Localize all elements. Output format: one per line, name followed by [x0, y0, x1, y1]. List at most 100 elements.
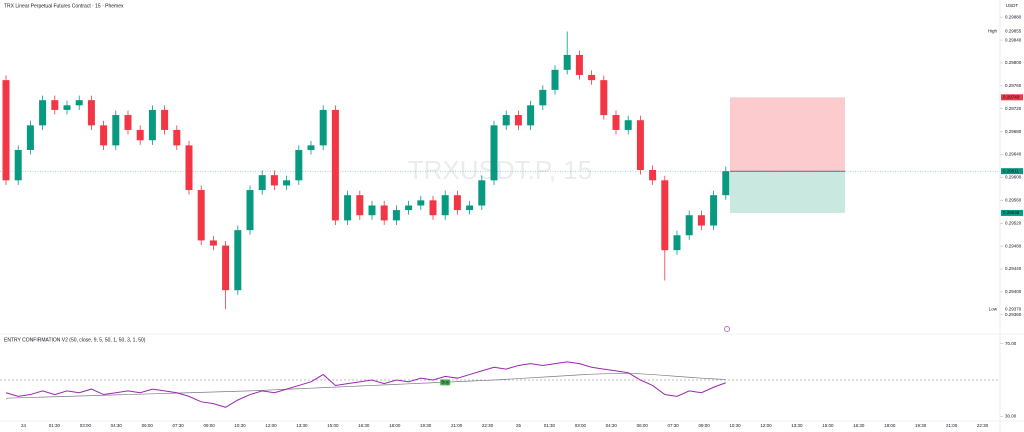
- candle-body: [600, 80, 608, 116]
- x-tick-label: 04:30: [606, 423, 618, 428]
- x-tick-label: 21:00: [946, 423, 958, 428]
- y-tick-label: 0.29440: [1005, 266, 1022, 271]
- candle-body: [39, 100, 47, 126]
- candle-body: [649, 170, 657, 181]
- x-tick-label: 09:00: [698, 423, 710, 428]
- candle-body: [197, 190, 205, 241]
- y-tick-label: 0.29640: [1005, 152, 1022, 157]
- last-price-label-box: [1001, 168, 1023, 175]
- candle-body: [246, 190, 254, 231]
- target-zone: [730, 171, 845, 213]
- x-tick-label: 09:00: [203, 423, 215, 428]
- candle-body: [417, 200, 425, 206]
- candle-body: [624, 120, 632, 130]
- candle-body: [234, 230, 242, 291]
- y-tick-label: 0.29480: [1005, 243, 1022, 248]
- x-tick-label: 06:00: [142, 423, 154, 428]
- x-tick-label: 13:30: [296, 423, 308, 428]
- target-label-box: [1001, 209, 1023, 216]
- buy-badge: [440, 379, 451, 386]
- low-value: 0.29370: [1005, 306, 1022, 311]
- candle-body: [405, 205, 413, 211]
- indicator-line: [5, 373, 726, 399]
- chart-title: TRX Linear Perpetual Futures Contract · …: [4, 3, 124, 9]
- y-tick-label: 0.29760: [1005, 83, 1022, 88]
- x-tick-label: 06:00: [637, 423, 649, 428]
- candle-body: [319, 109, 327, 146]
- candle-body: [283, 180, 291, 186]
- candle-body: [124, 115, 132, 130]
- x-tick-label: 01:30: [49, 423, 61, 428]
- candle-body: [112, 115, 120, 146]
- candle-body: [551, 69, 559, 90]
- x-tick-label: 16:30: [853, 423, 865, 428]
- target-label: 0.29538: [1003, 210, 1020, 215]
- y-tick-label: 0.29360: [1005, 312, 1022, 317]
- y-tick-label: 0.29560: [1005, 198, 1022, 203]
- candle-body: [307, 145, 315, 150]
- x-tick-label: 21:00: [451, 423, 463, 428]
- x-tick-label: 16:30: [358, 423, 370, 428]
- event-marker: [724, 326, 730, 332]
- candle-body: [575, 54, 583, 75]
- candle-body: [222, 245, 230, 291]
- x-tick-label: 10:30: [729, 423, 741, 428]
- candle-body: [685, 215, 693, 236]
- candle-body: [722, 171, 730, 196]
- x-tick-label: 03:00: [575, 423, 587, 428]
- high-value: 0.29855: [1005, 29, 1022, 34]
- candle-body: [331, 109, 339, 221]
- candle-body: [63, 105, 71, 110]
- x-tick-label: 18:00: [389, 423, 401, 428]
- candle-body: [392, 210, 400, 221]
- last-price-label: 0.29611: [1003, 168, 1019, 173]
- candle-body: [490, 125, 498, 181]
- candle-body: [100, 125, 108, 146]
- x-tick-label: 19:30: [915, 423, 927, 428]
- x-tick-label: 04:30: [111, 423, 123, 428]
- y-tick-label: 0.29520: [1005, 220, 1022, 225]
- candle-body: [636, 120, 644, 171]
- candle-body: [502, 115, 510, 126]
- indicator-line: [5, 361, 726, 408]
- stop-label-box: [1001, 94, 1023, 101]
- x-tick-label: 24: [21, 423, 27, 428]
- candle-body: [368, 205, 376, 216]
- y-tick-label: 0.29840: [1005, 37, 1022, 42]
- x-tick-label: 22:30: [482, 423, 494, 428]
- candle-body: [148, 109, 156, 141]
- y-tick-label: 0.29800: [1005, 60, 1022, 65]
- low-label: Low: [989, 306, 998, 311]
- buy-label: Buy: [441, 380, 450, 385]
- high-label: High: [988, 29, 998, 34]
- candle-body: [478, 180, 486, 206]
- candle-body: [453, 195, 461, 211]
- candle-body: [209, 240, 217, 246]
- candle-body: [258, 175, 266, 191]
- x-tick-label: 13:30: [791, 423, 803, 428]
- candle-body: [270, 175, 278, 186]
- candle-body: [2, 80, 10, 181]
- watermark: TRXUSDT.P, 15: [408, 155, 592, 185]
- x-tick-label: 01:30: [544, 423, 556, 428]
- y-tick-label: 70.00: [1005, 341, 1017, 346]
- candle-body: [380, 205, 388, 221]
- candle-body: [697, 215, 705, 226]
- candle-body: [75, 100, 83, 106]
- candle-body: [356, 195, 364, 216]
- y-tick-label: 0.29880: [1005, 14, 1022, 19]
- x-tick-label: 25: [516, 423, 522, 428]
- y-tick-label: 0.29600: [1005, 175, 1022, 180]
- stop-label: 0.29740: [1003, 94, 1020, 99]
- x-tick-label: 18:00: [884, 423, 896, 428]
- x-tick-label: 15:00: [327, 423, 339, 428]
- x-tick-label: 22:30: [977, 423, 989, 428]
- candle-body: [563, 54, 571, 70]
- currency: USDT: [1006, 3, 1019, 8]
- candle-body: [295, 149, 303, 181]
- y-tick-label: 0.29400: [1005, 289, 1022, 294]
- candle-body: [14, 149, 22, 181]
- candle-body: [661, 180, 669, 251]
- candle-body: [527, 105, 535, 126]
- x-tick-label: 03:00: [80, 423, 92, 428]
